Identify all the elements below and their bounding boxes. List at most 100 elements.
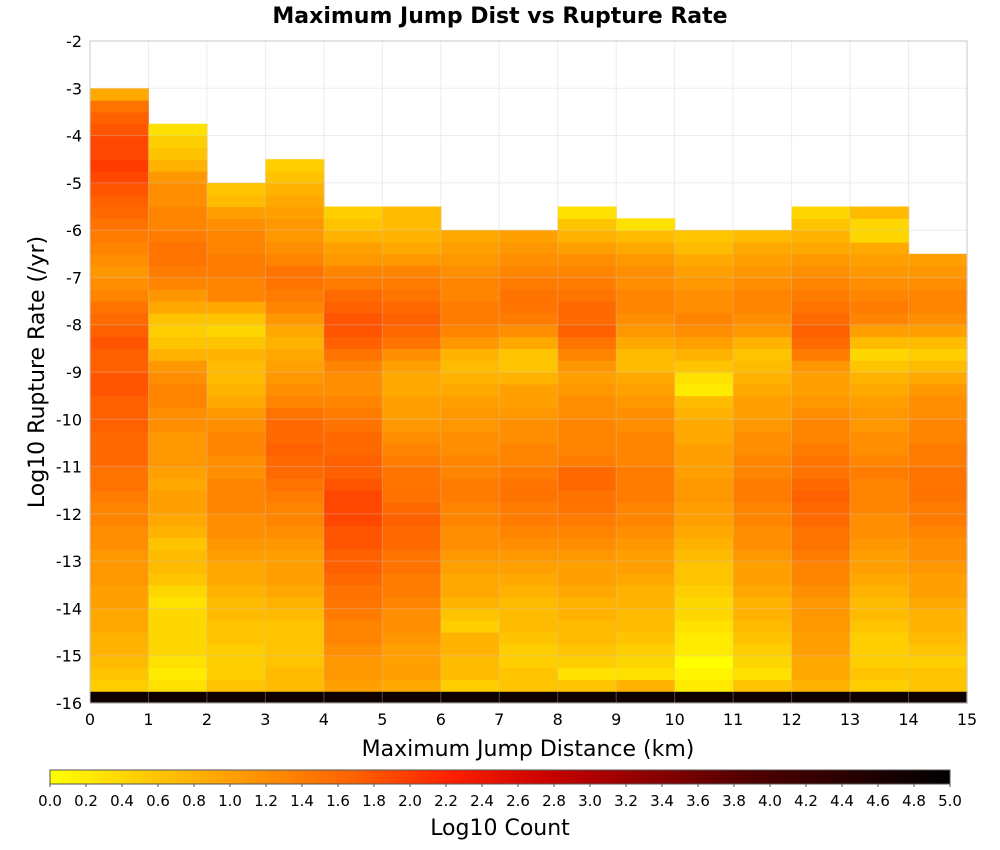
heatmap-cell (323, 655, 383, 669)
heatmap-cell (90, 230, 150, 243)
heatmap-cell (850, 502, 910, 515)
heatmap-cell (440, 572, 500, 586)
heatmap-cell (206, 383, 266, 397)
heatmap-cell (265, 502, 325, 515)
y-tick-label: -6 (66, 221, 82, 240)
heatmap-cell (382, 431, 442, 444)
heatmap-cell (674, 324, 734, 338)
heatmap-cell (382, 289, 442, 302)
heatmap-cell (148, 549, 208, 562)
heatmap-cell (674, 336, 734, 349)
heatmap-cell (616, 454, 676, 468)
heatmap-cell (850, 596, 910, 610)
heatmap-cell (323, 490, 383, 503)
heatmap-cell (616, 608, 676, 621)
heatmap-cell (616, 561, 676, 574)
heatmap-cell (850, 442, 910, 456)
heatmap-cell (265, 537, 325, 550)
heatmap-cell (616, 395, 676, 409)
heatmap-cell (148, 478, 208, 491)
heatmap-cell (674, 253, 734, 267)
heatmap-cell (908, 348, 968, 361)
heatmap-cell (674, 620, 734, 633)
heatmap-cell (733, 395, 793, 409)
heatmap-cell (90, 159, 150, 172)
heatmap-cell (791, 218, 851, 231)
heatmap-cell (908, 336, 968, 349)
x-tick-label: 0 (85, 710, 95, 729)
heatmap-cell (908, 620, 968, 633)
heatmap-cell (265, 372, 325, 385)
heatmap-cell (499, 572, 559, 586)
heatmap-cell (265, 643, 325, 657)
heatmap-cell (265, 549, 325, 562)
heatmap-cell (323, 561, 383, 574)
heatmap-cell (148, 525, 208, 539)
x-tick-label: 2 (202, 710, 212, 729)
heatmap-cell (323, 241, 383, 255)
heatmap-cell (382, 572, 442, 586)
heatmap-cell (499, 253, 559, 267)
heatmap-cell (557, 502, 617, 515)
heatmap-cell (850, 289, 910, 302)
heatmap-cell (440, 431, 500, 444)
heatmap-cell (557, 643, 617, 657)
y-tick-label: -10 (56, 410, 82, 429)
colorbar-tick-label: 2.6 (506, 792, 530, 810)
heatmap-cell (206, 620, 266, 633)
heatmap-cell (850, 655, 910, 669)
heatmap-cell (499, 478, 559, 491)
heatmap-cell (499, 407, 559, 420)
heatmap-cell (850, 312, 910, 326)
heatmap-cell (908, 277, 968, 290)
heatmap-cell (557, 572, 617, 586)
heatmap-cell (850, 218, 910, 231)
heatmap-cell (908, 407, 968, 420)
y-tick-label: -5 (66, 174, 82, 193)
heatmap-cell (148, 584, 208, 598)
y-axis-label: Log10 Rupture Rate (/yr) (25, 236, 50, 508)
heatmap-cell (90, 372, 150, 385)
heatmap-cell (265, 241, 325, 255)
heatmap-cell (265, 584, 325, 598)
heatmap-cell (674, 525, 734, 539)
heatmap-cell (206, 372, 266, 385)
heatmap-cell (499, 383, 559, 397)
heatmap-cell (850, 537, 910, 550)
heatmap-cell (382, 230, 442, 243)
heatmap-cell (382, 549, 442, 562)
heatmap-cell (265, 383, 325, 397)
heatmap-cell (382, 253, 442, 267)
heatmap-cell (206, 312, 266, 326)
heatmap-cell (323, 419, 383, 432)
heatmap-cell (148, 360, 208, 373)
heatmap-cell (206, 584, 266, 598)
x-tick-label: 7 (494, 710, 504, 729)
heatmap-cell (733, 537, 793, 550)
heatmap-cell (90, 442, 150, 456)
heatmap-cell (557, 206, 617, 219)
heatmap-cell (323, 265, 383, 279)
heatmap-cell (90, 691, 150, 704)
heatmap-cell (382, 537, 442, 550)
heatmap-cell (440, 537, 500, 550)
colorbar-tick-label: 4.0 (758, 792, 782, 810)
heatmap-cell (148, 147, 208, 160)
x-tick-label: 5 (377, 710, 387, 729)
heatmap-cell (733, 596, 793, 610)
heatmap-cell (674, 632, 734, 645)
heatmap-cell (440, 265, 500, 279)
heatmap-cell (382, 301, 442, 314)
heatmap-cell (499, 312, 559, 326)
heatmap-cell (148, 336, 208, 349)
heatmap-cell (440, 454, 500, 468)
heatmap-cell (90, 431, 150, 444)
heatmap-cell (791, 584, 851, 598)
heatmap-cell (616, 218, 676, 231)
heatmap-cell (557, 431, 617, 444)
heatmap-cell (90, 513, 150, 527)
heatmap-cell (148, 253, 208, 267)
heatmap-cell (908, 478, 968, 491)
